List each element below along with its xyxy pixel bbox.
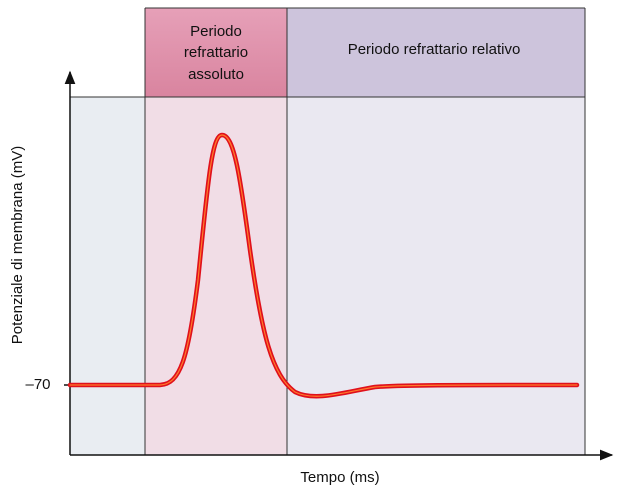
relative-region [287,97,585,455]
y-axis-label: Potenziale di membrana (mV) [9,146,26,344]
x-axis-label: Tempo (ms) [300,469,379,486]
relative-label: Periodo refrattario relativo [348,41,521,58]
absolute-header [145,8,287,97]
absolute-label-line: Periodo [190,23,242,40]
absolute-region [145,97,287,455]
pre-region [70,97,145,455]
relative-header [287,8,585,97]
absolute-label-line: assoluto [188,66,244,83]
absolute-label-line: refrattario [184,44,248,61]
frame [70,7,586,455]
y-tick-label: –70 [25,376,50,393]
action-potential-curve [67,132,580,399]
